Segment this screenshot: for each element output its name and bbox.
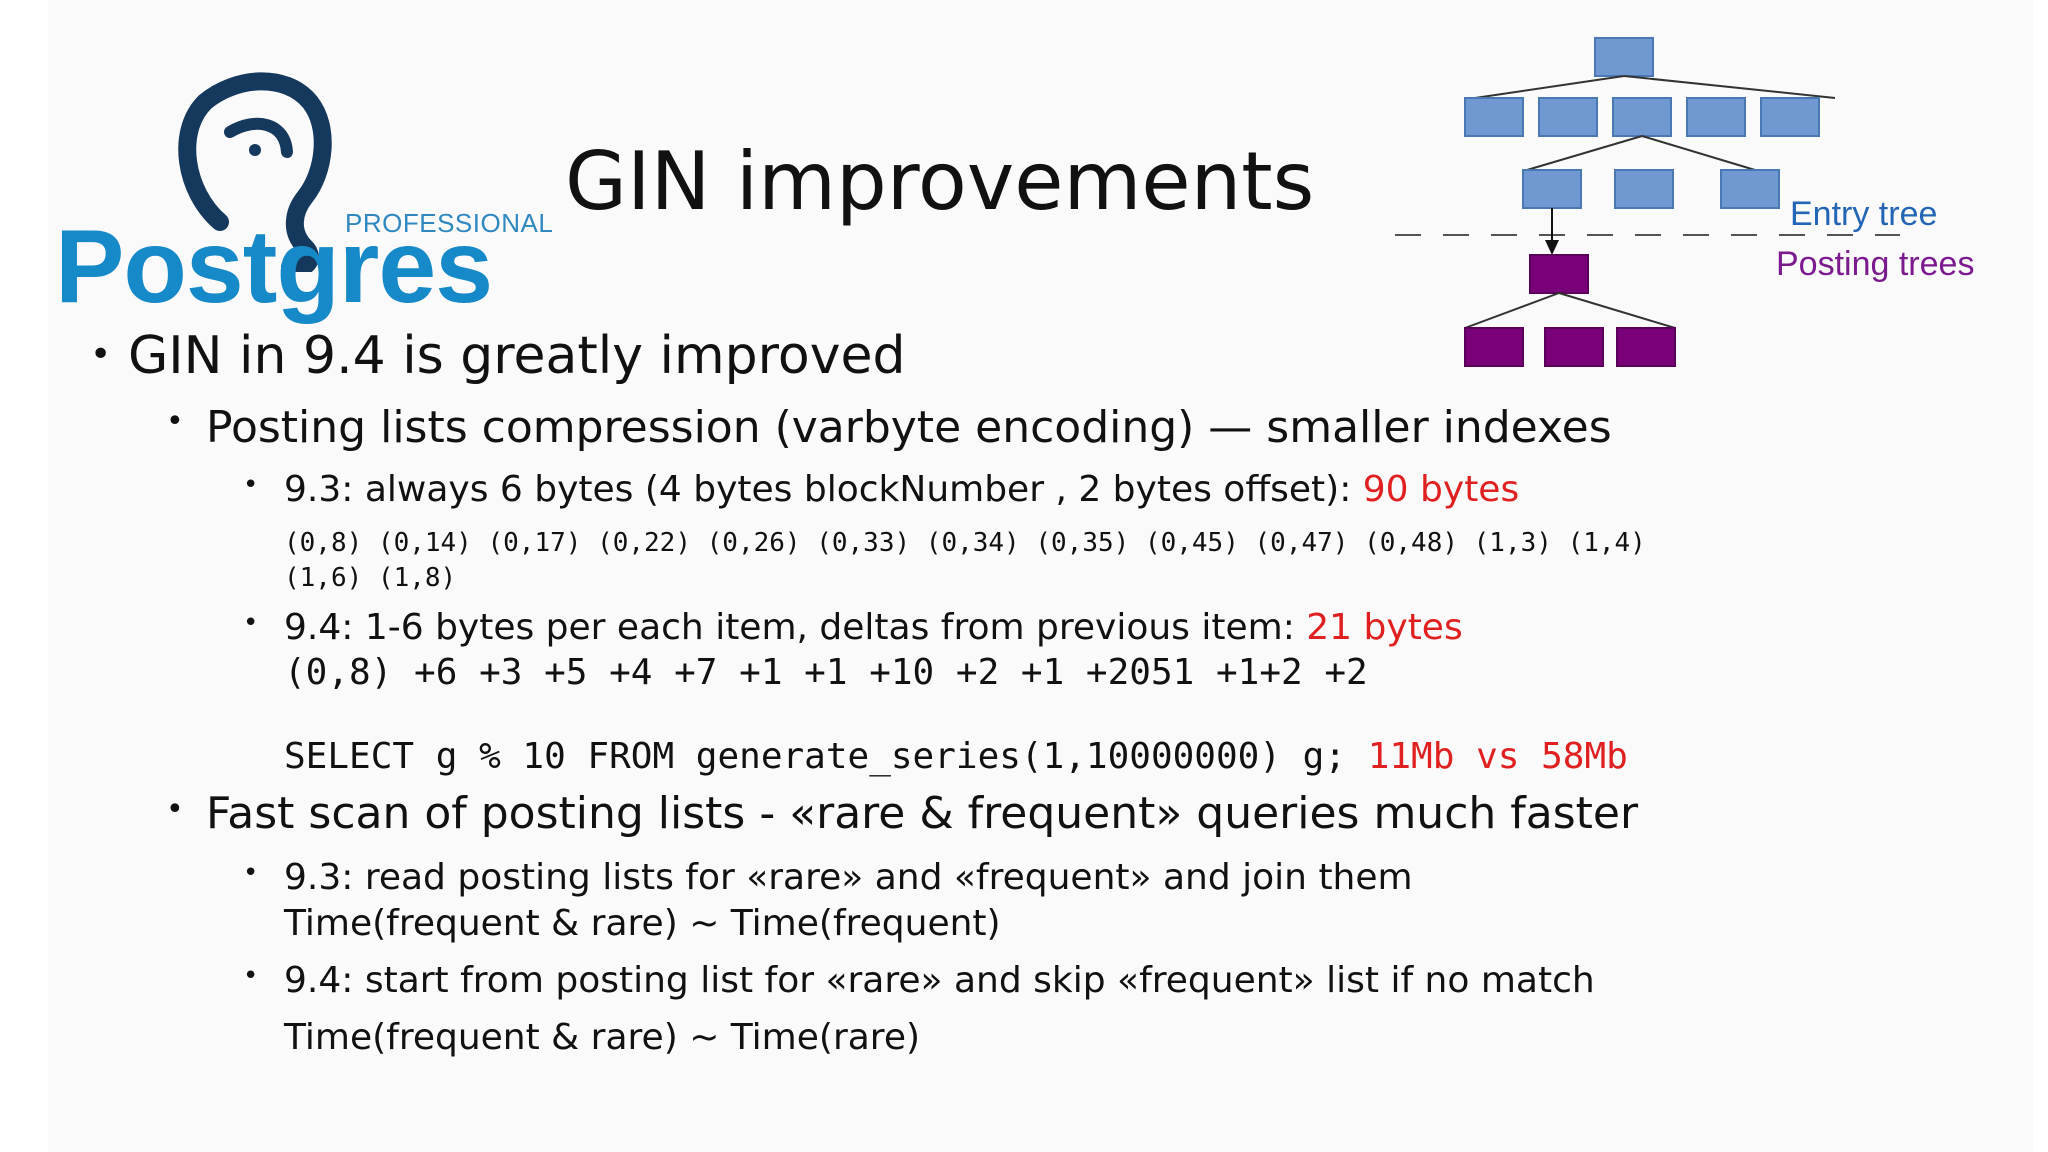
- gin-tree-figure: [1395, 37, 1900, 367]
- bullet-dot: •: [243, 608, 259, 638]
- bullet-fast-scan: Fast scan of posting lists - «rare & fre…: [206, 788, 1639, 839]
- bullet-dot: •: [243, 470, 259, 500]
- entry-node: [1760, 97, 1820, 137]
- logo-postgres-text: Postgres: [55, 209, 493, 325]
- tid-list-line2: (1,6) (1,8): [284, 563, 457, 593]
- bullet-93-bytes: 90 bytes: [1362, 469, 1520, 510]
- pointer-arrow-icon: [1545, 240, 1559, 255]
- bullet-94-bytes: 21 bytes: [1306, 607, 1463, 648]
- logo-professional-text: PROFESSIONAL: [345, 208, 554, 238]
- entry-leaf-node: [1614, 169, 1674, 209]
- bullet-dot: •: [166, 404, 184, 439]
- bullet-dot: •: [243, 961, 259, 991]
- bullet-94-size: 9.4: 1-6 bytes per each item, deltas fro…: [284, 606, 1463, 650]
- select-query: SELECT g % 10 FROM generate_series(1,100…: [284, 736, 1368, 777]
- fastscan-94-line2: Time(frequent & rare) ~ Time(rare): [284, 1017, 921, 1058]
- bullet-93-text: 9.3: always 6 bytes (4 bytes blockNumber…: [284, 469, 1363, 510]
- posting-root-node: [1529, 254, 1589, 294]
- posting-leaf-node: [1616, 327, 1676, 367]
- bullet-dot: •: [243, 858, 259, 888]
- entry-node: [1538, 97, 1598, 137]
- elephant-icon: [178, 72, 332, 272]
- posting-leaf-node: [1544, 327, 1604, 367]
- fastscan-94-line1: 9.4: start from posting list for «rare» …: [284, 960, 1595, 1001]
- entry-leaf-node: [1720, 169, 1780, 209]
- bullet-dot: •: [166, 792, 184, 827]
- entry-root-node: [1594, 37, 1654, 77]
- slide-title: GIN improvements: [565, 135, 1315, 228]
- bullet-94-text: 9.4: 1-6 bytes per each item, deltas fro…: [284, 607, 1307, 648]
- delta-list: (0,8) +6 +3 +5 +4 +7 +1 +1 +10 +2 +1 +20…: [284, 652, 1368, 693]
- bullet-compression: Posting lists compression (varbyte encod…: [206, 402, 1612, 453]
- postgres-professional-logo: PROFESSIONAL Postgres: [55, 72, 553, 322]
- select-size-compare: 11Mb vs 58Mb: [1367, 736, 1628, 777]
- gin-structure-diagram: Entry tree Posting trees: [1395, 30, 2015, 380]
- slide-sheet: [48, 0, 2033, 1152]
- entry-leaf-node: [1522, 169, 1582, 209]
- entry-node: [1464, 97, 1524, 137]
- tid-list-line1: (0,8) (0,14) (0,17) (0,22) (0,26) (0,33)…: [284, 528, 1646, 558]
- entry-node: [1612, 97, 1672, 137]
- select-example: SELECT g % 10 FROM generate_series(1,100…: [284, 735, 1628, 779]
- entry-node: [1686, 97, 1746, 137]
- posting-trees-label: Posting trees: [1776, 245, 1975, 283]
- posting-leaf-node: [1464, 327, 1524, 367]
- bullet-93-size: 9.3: always 6 bytes (4 bytes blockNumber…: [284, 468, 1519, 512]
- bullet-gin-94: GIN in 9.4 is greatly improved: [128, 326, 906, 386]
- fastscan-93-line1: 9.3: read posting lists for «rare» and «…: [284, 857, 1413, 898]
- fastscan-93-line2: Time(frequent & rare) ~ Time(frequent): [284, 903, 1001, 944]
- bullet-dot: •: [90, 334, 112, 375]
- entry-tree-label: Entry tree: [1790, 195, 1938, 233]
